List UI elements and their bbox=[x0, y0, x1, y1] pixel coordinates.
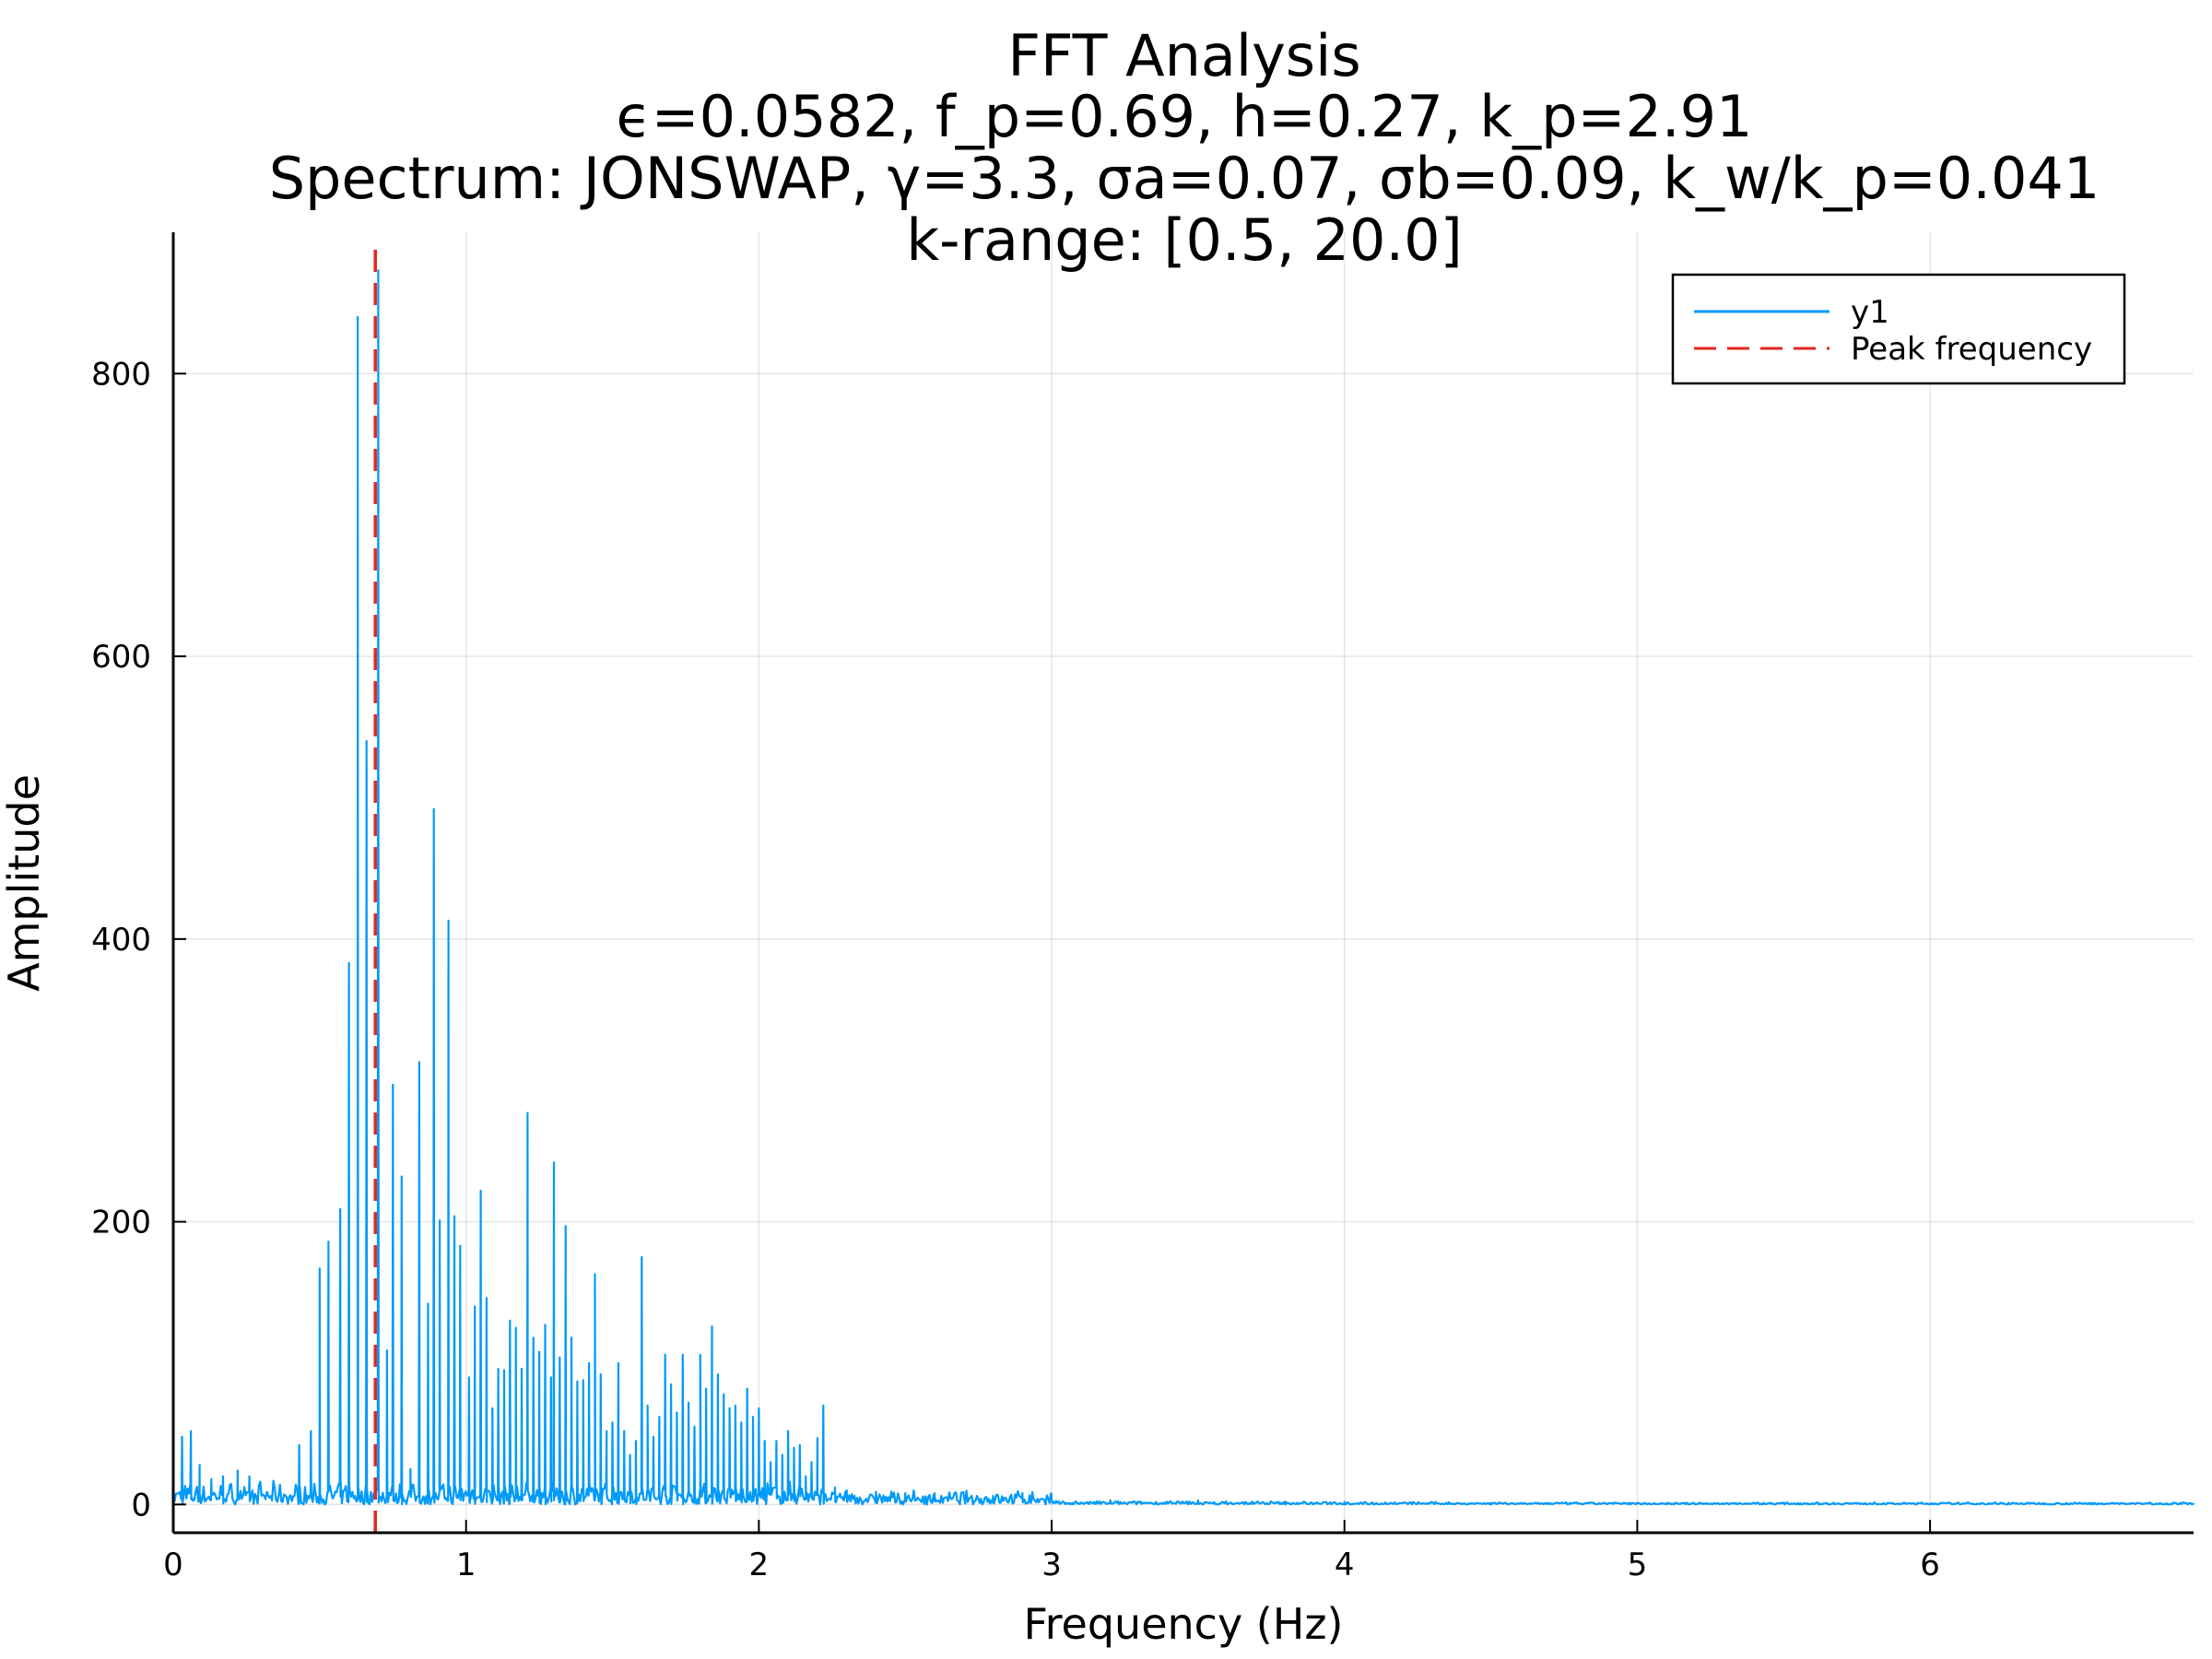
x-tick-label: 6 bbox=[1920, 1547, 1940, 1583]
y-tick-label: 800 bbox=[91, 356, 151, 393]
x-tick-label: 3 bbox=[1041, 1547, 1062, 1583]
x-tick-label: 2 bbox=[749, 1547, 770, 1583]
x-tick-label: 1 bbox=[456, 1547, 477, 1583]
grid bbox=[172, 232, 2194, 1533]
chart-title: FFT Analysis ϵ=0.0582, f_p=0.69, h=0.27,… bbox=[269, 22, 2100, 274]
y-tick-label: 0 bbox=[131, 1487, 151, 1524]
title-line-2: ϵ=0.0582, f_p=0.69, h=0.27, k_p=2.91 bbox=[616, 83, 1752, 150]
legend-label-y1: y1 bbox=[1851, 294, 1889, 331]
title-line-1: FFT Analysis bbox=[1007, 22, 1360, 89]
x-axis-label: Frequency (Hz) bbox=[1024, 1599, 1344, 1649]
y-tick-label: 200 bbox=[91, 1205, 151, 1241]
legend: y1 Peak frequency bbox=[1671, 273, 2126, 385]
y-tick-label: 400 bbox=[91, 922, 151, 959]
y-tick-label: 600 bbox=[91, 639, 151, 676]
legend-label-peak: Peak frequency bbox=[1851, 331, 2092, 368]
y-axis-label: Amplitude bbox=[0, 774, 49, 992]
x-tick-label: 4 bbox=[1335, 1547, 1355, 1583]
x-ticks: 0 1 2 3 4 5 6 bbox=[163, 1520, 1940, 1583]
series-y1 bbox=[171, 269, 2195, 1506]
x-tick-label: 0 bbox=[163, 1547, 183, 1583]
y-ticks: 0 200 400 600 800 bbox=[91, 356, 186, 1524]
x-tick-label: 5 bbox=[1628, 1547, 1648, 1583]
legend-box bbox=[1671, 273, 2126, 385]
axes bbox=[171, 232, 2194, 1535]
title-line-4: k-range: [0.5, 20.0] bbox=[906, 206, 1463, 274]
title-line-3: Spectrum: JONSWAP, γ=3.3, σa=0.07, σb=0.… bbox=[269, 145, 2100, 212]
series-y1-line bbox=[171, 269, 2195, 1506]
